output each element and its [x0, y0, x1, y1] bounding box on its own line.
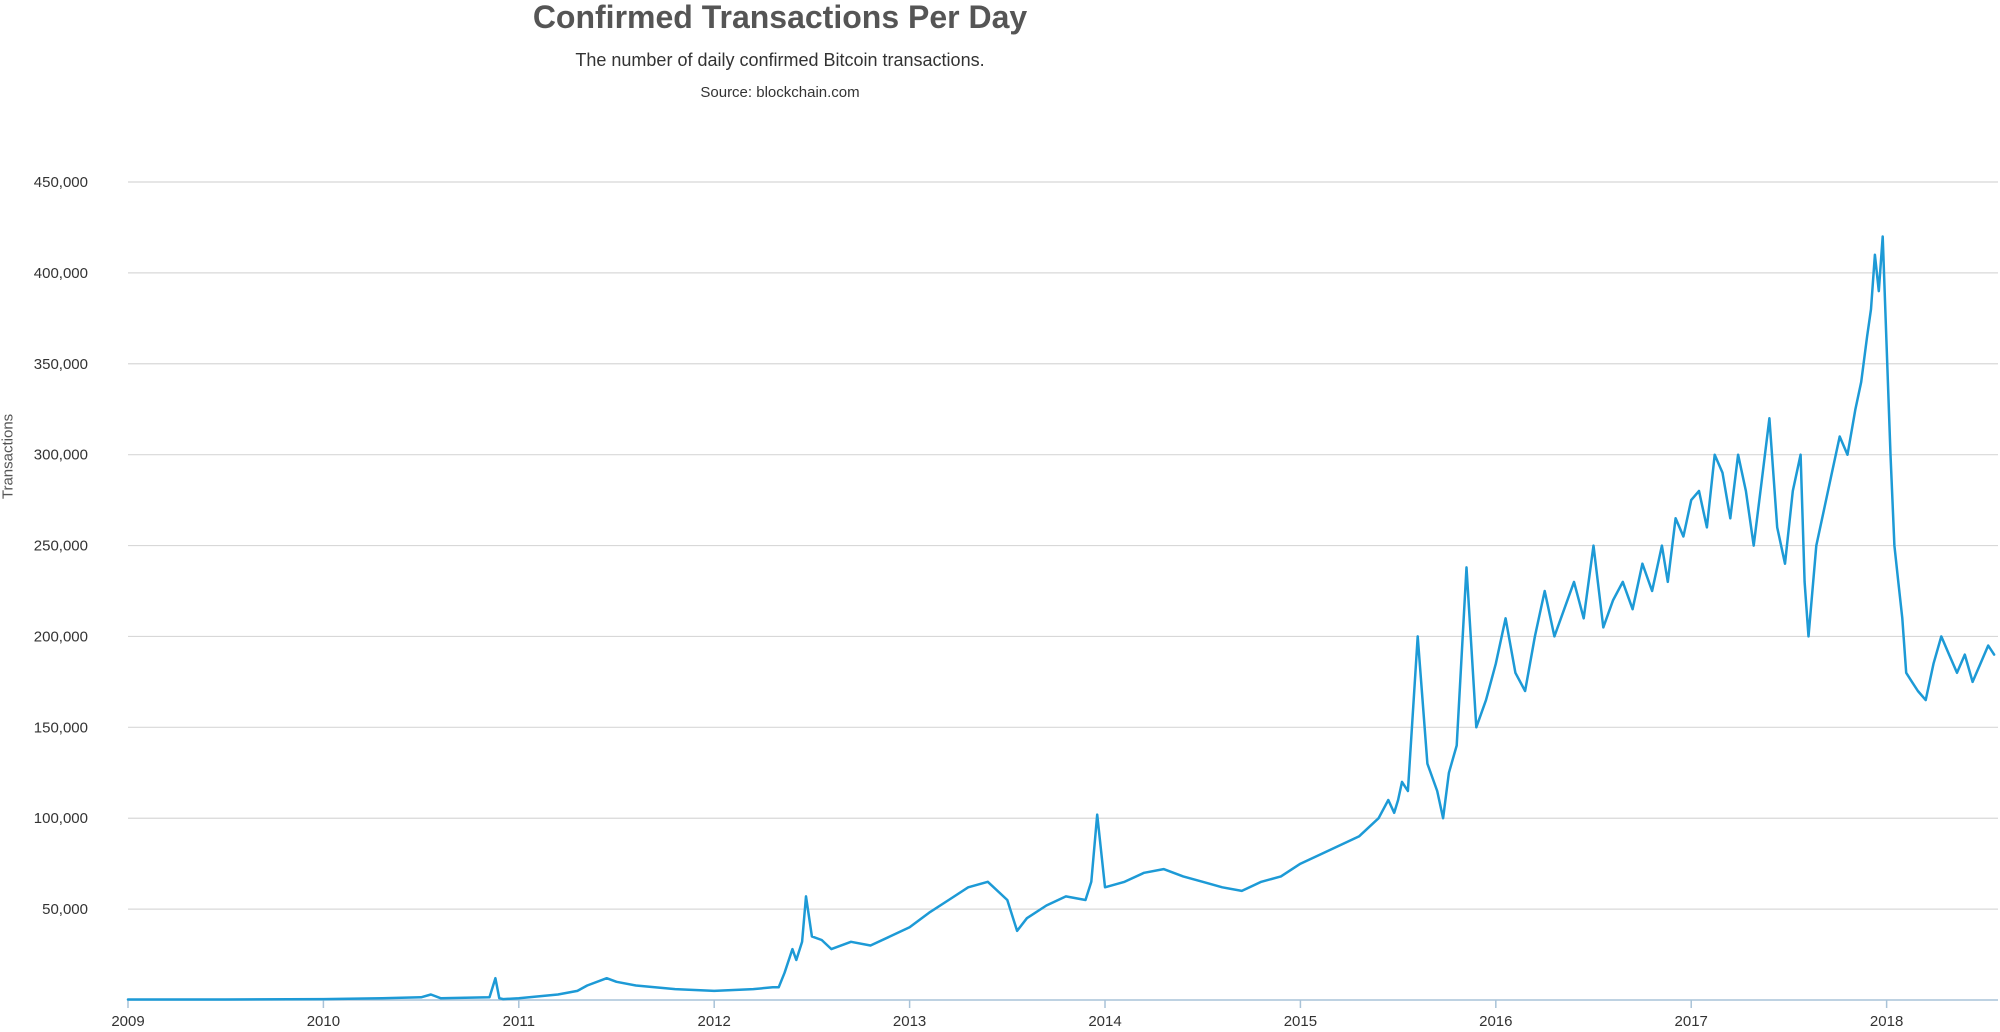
chart-title: Confirmed Transactions Per Day: [532, 0, 1028, 35]
x-tick-label: 2009: [111, 1013, 144, 1030]
x-tick-label: 2013: [893, 1013, 926, 1030]
x-tick-label: 2012: [698, 1013, 731, 1030]
chart-subtitle: The number of daily confirmed Bitcoin tr…: [575, 50, 985, 70]
y-tick-label: 450,000: [34, 174, 88, 191]
x-axis: [127, 999, 1998, 1008]
y-tick-label: 350,000: [34, 356, 88, 373]
x-tick-label: 2017: [1675, 1013, 1708, 1030]
series-layer: [126, 235, 1996, 1001]
series-line: [126, 235, 1996, 1001]
x-tick-label: 2011: [503, 1013, 535, 1030]
x-tick-label: 2018: [1870, 1013, 1903, 1030]
x-tick-label: 2016: [1479, 1013, 1512, 1030]
chart-source: Source: blockchain.com: [700, 84, 860, 101]
y-tick-label: 100,000: [34, 810, 88, 827]
x-tick-label: 2014: [1088, 1013, 1121, 1030]
x-tick-label: 2015: [1284, 1013, 1317, 1030]
y-tick-label: 150,000: [34, 719, 88, 736]
x-tick-label: 2010: [307, 1013, 340, 1030]
tick-labels: 50,000 100,000 150,000 200,000 250,000 300,00…: [34, 174, 1904, 1030]
y-tick-label: 300,000: [34, 447, 88, 464]
y-tick-label: 200,000: [34, 628, 88, 645]
y-tick-label: 250,000: [34, 538, 88, 555]
y-tick-label: 50,000: [42, 901, 88, 918]
y-tick-label: 400,000: [34, 265, 88, 282]
grid-lines: [128, 181, 1998, 910]
